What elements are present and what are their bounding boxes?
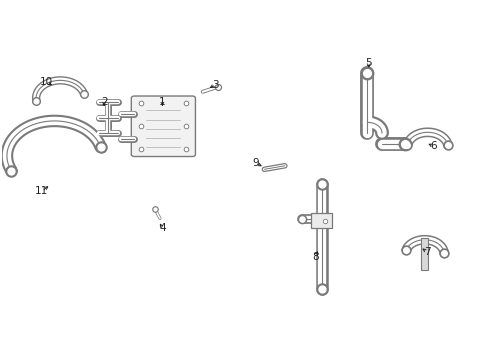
- Text: 11: 11: [35, 186, 49, 197]
- Bar: [311, 213, 332, 228]
- Text: 1: 1: [159, 97, 166, 107]
- Text: 4: 4: [159, 223, 166, 233]
- FancyBboxPatch shape: [131, 96, 196, 157]
- Text: 2: 2: [101, 98, 107, 107]
- Bar: [421, 238, 428, 270]
- Text: 9: 9: [252, 158, 259, 168]
- Text: 8: 8: [312, 252, 319, 261]
- Text: 3: 3: [213, 80, 219, 90]
- Text: 5: 5: [366, 58, 372, 68]
- Text: 10: 10: [40, 77, 53, 87]
- Text: 7: 7: [424, 247, 431, 257]
- Text: 6: 6: [430, 141, 437, 151]
